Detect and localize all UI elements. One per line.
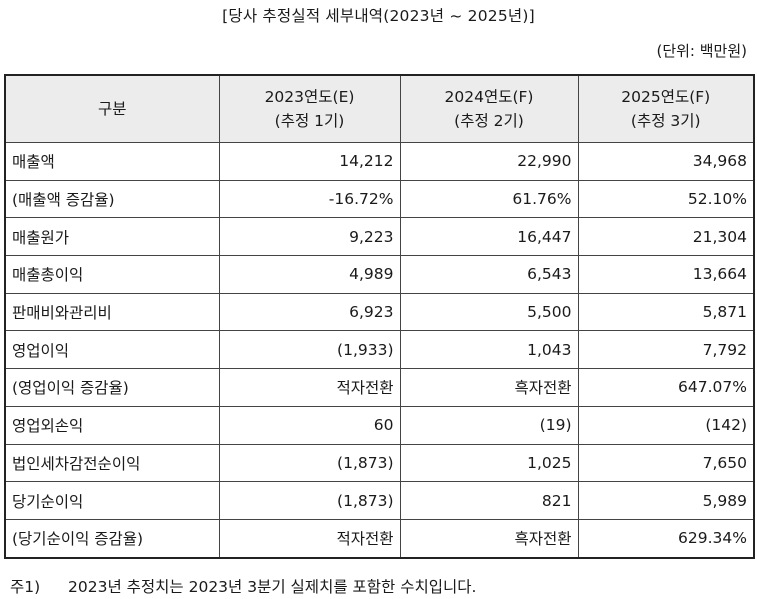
cell-2023: (1,873) [218, 443, 401, 483]
cell-2024: 5,500 [399, 292, 579, 332]
header-2025: 2025연도(F) (추정 3기) [577, 74, 755, 143]
row-label: 당기순이익 [4, 481, 220, 520]
table-row: 당기순이익 (1,873) 821 5,989 [4, 481, 755, 520]
row-label: 판매비와관리비 [4, 292, 220, 332]
cell-2023: 적자전환 [218, 518, 401, 559]
table-row: (매출액 증감율) -16.72% 61.76% 52.10% [4, 179, 755, 219]
cell-2023: (1,933) [218, 330, 401, 370]
header-2024: 2024연도(F) (추정 2기) [399, 74, 579, 143]
header-2025-period: (추정 3기) [630, 112, 701, 130]
cell-2024: 16,447 [399, 217, 579, 257]
row-label: 영업이익 [4, 330, 220, 370]
cell-2024: 1,043 [399, 330, 579, 370]
cell-2025: 5,989 [577, 481, 755, 520]
cell-2023: 4,989 [218, 255, 401, 294]
cell-2024: 821 [399, 481, 579, 520]
footnote: 주1) 2023년 추정치는 2023년 3분기 실제치를 포함한 수치입니다. [10, 575, 476, 597]
cell-2025: (142) [577, 405, 755, 445]
cell-2023: 6,923 [218, 292, 401, 332]
cell-2025: 629.34% [577, 518, 755, 559]
cell-2024: 22,990 [399, 142, 579, 181]
cell-2024: 흑자전환 [399, 518, 579, 559]
row-label: (영업이익 증감율) [4, 368, 220, 407]
cell-2025: 647.07% [577, 368, 755, 407]
table-row: 매출원가 9,223 16,447 21,304 [4, 217, 755, 257]
cell-2025: 21,304 [577, 217, 755, 257]
cell-2025: 34,968 [577, 142, 755, 181]
estimate-table: 구분 2023연도(E) (추정 1기) 2024연도(F) (추정 2기) 2… [4, 74, 755, 559]
cell-2025: 7,792 [577, 330, 755, 370]
cell-2025: 7,650 [577, 443, 755, 483]
table-row: 영업외손익 60 (19) (142) [4, 405, 755, 445]
table-row: 법인세차감전순이익 (1,873) 1,025 7,650 [4, 443, 755, 483]
header-2023: 2023연도(E) (추정 1기) [218, 74, 401, 143]
header-row: 구분 2023연도(E) (추정 1기) 2024연도(F) (추정 2기) 2… [4, 74, 755, 143]
cell-2023: 14,212 [218, 142, 401, 181]
header-2024-period: (추정 2기) [454, 112, 524, 130]
header-2025-year: 2025연도(F) [621, 87, 711, 106]
header-2024-year: 2024연도(F) [444, 87, 534, 106]
footnote-text: 2023년 추정치는 2023년 3분기 실제치를 포함한 수치입니다. [68, 578, 477, 596]
table-row: (영업이익 증감율) 적자전환 흑자전환 647.07% [4, 368, 755, 407]
table-title: [당사 추정실적 세부내역(2023년 ~ 2025년)] [222, 7, 535, 25]
row-label: 매출액 [4, 142, 220, 181]
table-row: 매출총이익 4,989 6,543 13,664 [4, 255, 755, 294]
table-row: 영업이익 (1,933) 1,043 7,792 [4, 330, 755, 370]
table-row: (당기순이익 증감율) 적자전환 흑자전환 629.34% [4, 518, 755, 559]
cell-2023: -16.72% [218, 179, 401, 219]
cell-2024: (19) [399, 405, 579, 445]
header-category: 구분 [4, 74, 220, 143]
cell-2025: 5,871 [577, 292, 755, 332]
unit-label: (단위: 백만원) [656, 42, 747, 60]
row-label: 영업외손익 [4, 405, 220, 445]
cell-2025: 13,664 [577, 255, 755, 294]
cell-2023: 적자전환 [218, 368, 401, 407]
cell-2025: 52.10% [577, 179, 755, 219]
cell-2024: 6,543 [399, 255, 579, 294]
row-label: 매출총이익 [4, 255, 220, 294]
footnote-tag: 주1) [10, 578, 41, 596]
cell-2023: 60 [218, 405, 401, 445]
table-row: 매출액 14,212 22,990 34,968 [4, 142, 755, 181]
row-label: (매출액 증감율) [4, 179, 220, 219]
header-2023-period: (추정 1기) [274, 112, 345, 130]
row-label: 매출원가 [4, 217, 220, 257]
cell-2024: 흑자전환 [399, 368, 579, 407]
table-row: 판매비와관리비 6,923 5,500 5,871 [4, 292, 755, 332]
cell-2023: 9,223 [218, 217, 401, 257]
header-2023-year: 2023연도(E) [264, 87, 355, 106]
cell-2024: 1,025 [399, 443, 579, 483]
cell-2024: 61.76% [399, 179, 579, 219]
cell-2023: (1,873) [218, 481, 401, 520]
row-label: 법인세차감전순이익 [4, 443, 220, 483]
row-label: (당기순이익 증감율) [4, 518, 220, 559]
